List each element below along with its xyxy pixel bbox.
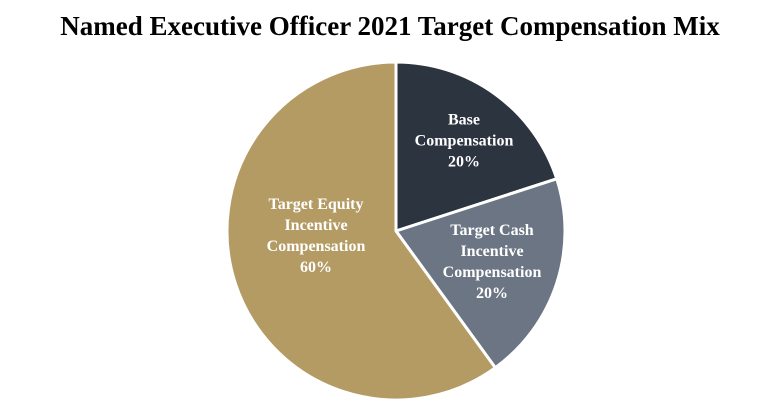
pie-slice-1: [394, 60, 559, 233]
pie-slice-2: [394, 177, 567, 370]
pie-slice-3: [225, 60, 497, 402]
chart-title: Named Executive Officer 2021 Target Comp…: [60, 11, 720, 41]
